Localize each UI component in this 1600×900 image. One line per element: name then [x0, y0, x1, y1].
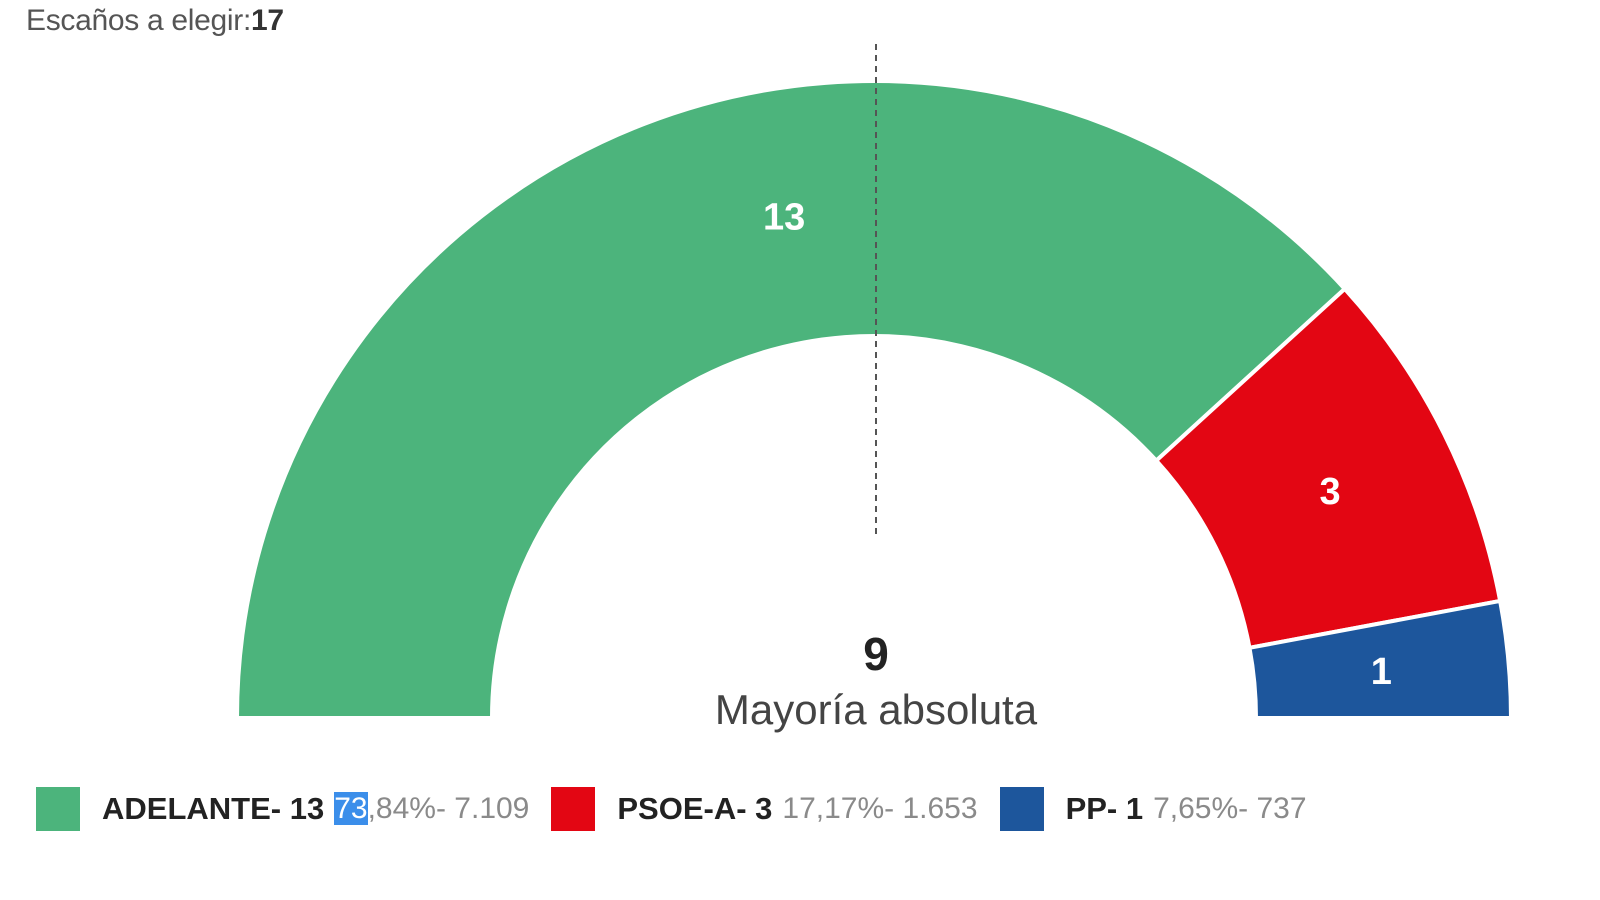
legend-swatch-adelante: [36, 787, 80, 831]
seats-to-elect-count: 17: [251, 4, 284, 37]
legend-name-pp: PP- 1: [1065, 791, 1144, 826]
seats-to-elect-label: Escaños a elegir:: [26, 4, 252, 37]
seats-to-elect-header: Escaños a elegir:17: [26, 4, 284, 38]
legend-votes-pp: - 737: [1238, 792, 1307, 825]
legend-percent-psoe-a: 17,17%: [782, 792, 885, 825]
legend-swatch-psoe-a: [551, 787, 596, 831]
legend-percent-pp: 7,65%: [1153, 792, 1239, 825]
chart-slices: [234, 79, 1514, 720]
chart-seat-labels: 13 3 1: [763, 196, 1392, 692]
legend-item-psoe-a: PSOE-A- 3 17,17%- 1.653: [551, 787, 978, 831]
majority-label: Mayoría absoluta: [715, 686, 1038, 733]
legend-name-psoe-a: PSOE-A- 3: [617, 791, 773, 826]
seat-label-psoe-a: 3: [1320, 471, 1341, 513]
legend-name-adelante: ADELANTE- 13: [102, 791, 325, 826]
slice-pp: [1247, 598, 1514, 720]
legend-item-pp: PP- 1 7,65%- 737: [999, 787, 1307, 831]
chart-legend: ADELANTE- 13 73,84%- 7.109 PSOE-A- 3 17,…: [36, 786, 1329, 832]
legend-stats-psoe-a: 17,17%- 1.653: [782, 792, 977, 826]
legend-percent-adelante: ,84%: [367, 792, 436, 825]
legend-selected-text: 73: [334, 792, 368, 825]
legend-item-adelante: ADELANTE- 13 73,84%- 7.109: [36, 787, 529, 831]
majority-seats-value: 9: [863, 628, 889, 680]
legend-votes-adelante: - 7.109: [435, 792, 530, 825]
seat-label-pp: 1: [1371, 651, 1392, 693]
slice-adelante: [234, 79, 1348, 720]
legend-stats-pp: 7,65%- 737: [1153, 792, 1306, 826]
parliament-semicircle-chart: 13 3 1 9 Mayoría absoluta: [234, 44, 1514, 733]
legend-votes-psoe-a: - 1.653: [884, 792, 978, 825]
legend-swatch-pp: [999, 787, 1044, 831]
seat-label-adelante: 13: [763, 196, 805, 238]
legend-stats-adelante: 73,84%- 7.109: [334, 792, 529, 826]
